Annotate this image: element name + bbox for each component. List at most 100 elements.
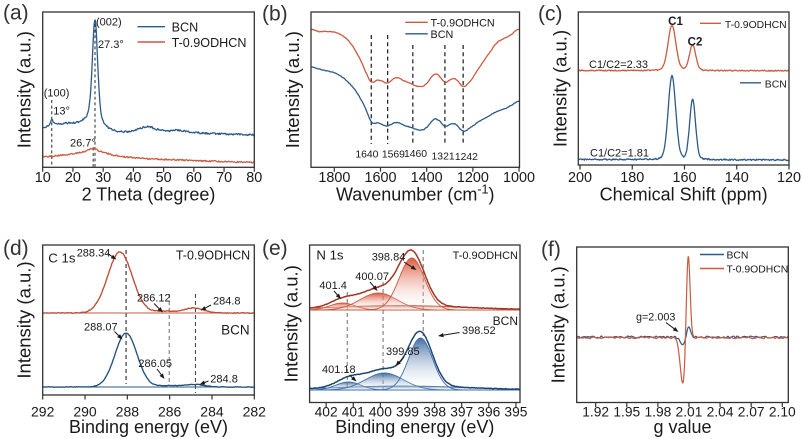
fit-component-fill <box>310 258 520 310</box>
annotation-text: C1/C2=2.33 <box>589 59 648 71</box>
tick-label: 200 <box>568 170 592 186</box>
annotation-arrowhead <box>117 334 123 340</box>
panel-b-x-title: Wavenumber (cm-1) <box>336 183 495 205</box>
panel-e-x-title: Binding energy (eV) <box>335 417 494 437</box>
panel-f: 1.92 1.95 1.98 2.01 2.04 2.07 2.10 g value Inten… <box>541 238 796 437</box>
tick-label: 2.04 <box>707 405 734 420</box>
tick-label: 80 <box>246 170 262 186</box>
panel-d-x-title: Binding energy (eV) <box>69 417 228 437</box>
tick-label: 160 <box>672 170 696 186</box>
annotation-arrow <box>369 281 375 288</box>
panel-a-guide-lines <box>51 24 96 167</box>
annotation-text: 286.12 <box>137 293 171 305</box>
panel-d: 292 290 288 286 284 282 Binding energy (eV) Int… <box>3 237 266 437</box>
annotation-text: C2 <box>688 37 703 49</box>
tick-label: 398 <box>423 405 446 420</box>
panel-b: 1800 1600 1400 1200 1000 Wavenumber (cm-1) Int… <box>262 3 535 205</box>
annotation-text: 27.3° <box>98 39 124 51</box>
legend-label: T-0.9ODHCN <box>727 264 789 275</box>
tick-label: 70 <box>216 170 232 186</box>
legend-label: T-0.9ODHCN <box>431 18 495 30</box>
tick-label: 30 <box>95 170 111 186</box>
series-T-0.9ODHCN <box>43 147 254 164</box>
tick-label: 290 <box>73 404 97 420</box>
tick-label: 1000 <box>503 170 535 186</box>
legend-label: BCN <box>765 80 787 91</box>
tick-label: 1.92 <box>582 405 609 420</box>
annotation-arrowhead <box>672 327 679 332</box>
series-BCN <box>43 19 254 137</box>
tick-label: 2.01 <box>676 405 703 420</box>
fit-envelope-T-0.9ODHCN <box>43 251 254 315</box>
fit-component-fill <box>310 293 520 310</box>
panel-a-y-title: Intensity (a.u.) <box>14 31 35 148</box>
tick-label: 292 <box>31 404 55 420</box>
annotation-arrowhead <box>438 333 444 338</box>
tick-label: 60 <box>186 170 202 186</box>
fit-component <box>310 337 520 391</box>
annotation-text: 401.4 <box>319 280 347 292</box>
panel-b-guide-lines <box>370 35 464 145</box>
annotation-arrowhead <box>157 307 163 313</box>
annotation-arrow <box>333 290 338 296</box>
panel-d-frame <box>42 244 255 396</box>
panel-d-guide-lines <box>125 250 197 393</box>
panel-a-frame <box>42 11 255 168</box>
panel-b-series <box>311 28 519 132</box>
tick-label: 2.07 <box>738 405 765 420</box>
annotation-arrowhead <box>351 376 357 382</box>
annotation-arrow <box>443 332 460 336</box>
annotation-text: g=2.003 <box>636 312 675 324</box>
annotation-arrowhead <box>159 373 165 379</box>
tick-label: 180 <box>620 170 644 186</box>
annotation-text: 284.8 <box>210 374 238 386</box>
annotation-text: 398.52 <box>462 325 496 337</box>
panel-f-series <box>577 256 788 384</box>
tick-label: 400 <box>369 405 392 420</box>
tick-label: 140 <box>725 170 749 186</box>
annotation-text: T-0.9ODHCN <box>453 250 518 262</box>
panel-f-label: (f) <box>541 238 561 261</box>
panel-e-frame <box>308 244 521 404</box>
tick-label: 120 <box>777 170 801 186</box>
annotation-text: C1 <box>668 16 683 28</box>
annotation-arrowhead <box>110 254 117 260</box>
panel-d-label: (d) <box>3 237 29 260</box>
legend-label: T-0.9ODHCN <box>172 36 247 50</box>
panel-c-frame <box>577 11 790 166</box>
tick-label: 397 <box>450 405 473 420</box>
tick-label: 288 <box>116 404 140 420</box>
panel-d-series <box>43 251 254 388</box>
annotation-text: 1640 <box>355 150 378 161</box>
tick-label: 50 <box>156 170 172 186</box>
panel-b-frame <box>310 11 521 168</box>
panel-a-label: (a) <box>3 2 29 25</box>
annotation-text: BCN <box>493 314 518 328</box>
panel-c-series <box>578 24 789 162</box>
annotation-arrow <box>114 331 119 336</box>
annotation-text: BCN <box>221 323 250 338</box>
tick-label: 282 <box>243 404 267 420</box>
tick-label: 395 <box>504 405 527 420</box>
panel-e-label: (e) <box>262 237 288 260</box>
series-BCN <box>578 74 789 162</box>
fit-envelope-BCN <box>310 330 520 391</box>
tick-label: 399 <box>396 405 419 420</box>
annotation-arrow <box>665 322 675 330</box>
panel-e: 402 401 400 399 398 397 396 395 Binding energy (… <box>262 237 528 437</box>
series-T-0.9ODHCN <box>577 256 788 384</box>
annotation-text: C 1s <box>48 251 76 266</box>
annotation-arrow <box>156 368 162 375</box>
tick-label: 402 <box>315 405 338 420</box>
panel-f-x-title: g value <box>653 417 711 437</box>
panel-b-label: (b) <box>262 3 288 26</box>
series-T-0.9ODHCN <box>311 28 519 88</box>
tick-label: 40 <box>125 170 141 186</box>
tick-label: 2.10 <box>769 405 796 420</box>
annotation-arrow <box>205 304 212 309</box>
tick-label: 1600 <box>364 170 396 186</box>
legend-label: T-0.9ODHCN <box>725 20 787 31</box>
tick-label: 1400 <box>411 170 443 186</box>
panel-f-y-title: Intensity (a.u.) <box>548 266 569 383</box>
